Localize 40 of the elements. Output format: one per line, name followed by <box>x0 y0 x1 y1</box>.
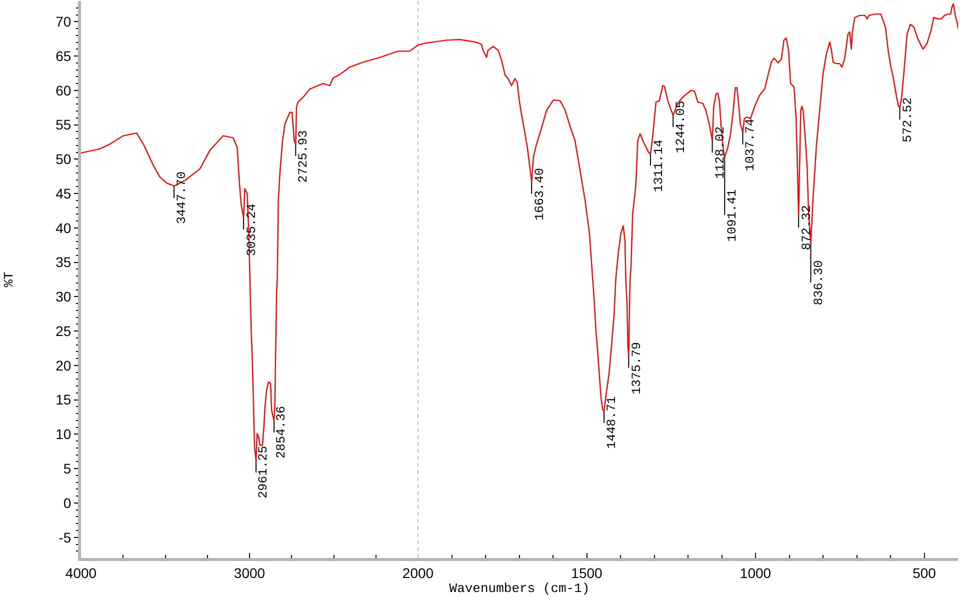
y-tick-label: 15 <box>56 392 72 408</box>
x-tick-label: 4000 <box>65 564 97 581</box>
y-tick-label: 55 <box>56 116 72 133</box>
annotation: 836.30 <box>812 260 826 306</box>
annotation: 3035.24 <box>244 204 259 256</box>
y-tick-label: 40 <box>56 220 72 236</box>
y-tick-label: 35 <box>56 254 72 270</box>
y-tick-label: 70 <box>56 14 72 30</box>
x-tick-label: 1000 <box>740 564 772 581</box>
y-tick-label: 60 <box>56 82 72 98</box>
annotation: 1375.79 <box>630 342 644 394</box>
annotation: 1128.02 <box>714 126 728 179</box>
y-tick-label: 20 <box>56 357 72 374</box>
annotation: 1448.71 <box>605 396 620 449</box>
y-tick-label: 45 <box>56 185 72 202</box>
x-tick-label: 3000 <box>234 564 266 581</box>
annotation: 572.52 <box>901 97 916 142</box>
annotation: 1037.74 <box>743 118 758 172</box>
annotation: 1663.40 <box>532 168 547 220</box>
y-tick-label: 65 <box>56 48 72 64</box>
annotation: 3447.70 <box>175 172 190 224</box>
x-tick-label: 1500 <box>571 564 603 581</box>
y-axis-title: %T <box>2 272 17 288</box>
y-tick-label: 0 <box>63 494 72 511</box>
x-tick-label: 2000 <box>402 564 434 581</box>
annotation: 2725.93 <box>296 130 311 183</box>
y-tick-label: -5 <box>58 529 72 546</box>
x-tick-label: 500 <box>912 564 936 581</box>
annotation: 2961.25 <box>256 446 271 498</box>
y-tick-label: 25 <box>56 322 72 339</box>
annotation: 1244.05 <box>674 100 688 154</box>
y-tick-label: 50 <box>56 151 72 168</box>
annotation: 2854.36 <box>274 406 289 459</box>
annotation: 1091.41 <box>726 189 740 242</box>
annotation: 1311.14 <box>652 140 666 192</box>
y-tick-label: 30 <box>56 288 72 305</box>
x-axis-title: Wavenumbers (cm-1) <box>449 580 590 596</box>
y-tick-label: 5 <box>63 460 72 476</box>
annotation: 872.32 <box>800 205 814 250</box>
y-tick-label: 10 <box>56 426 72 442</box>
